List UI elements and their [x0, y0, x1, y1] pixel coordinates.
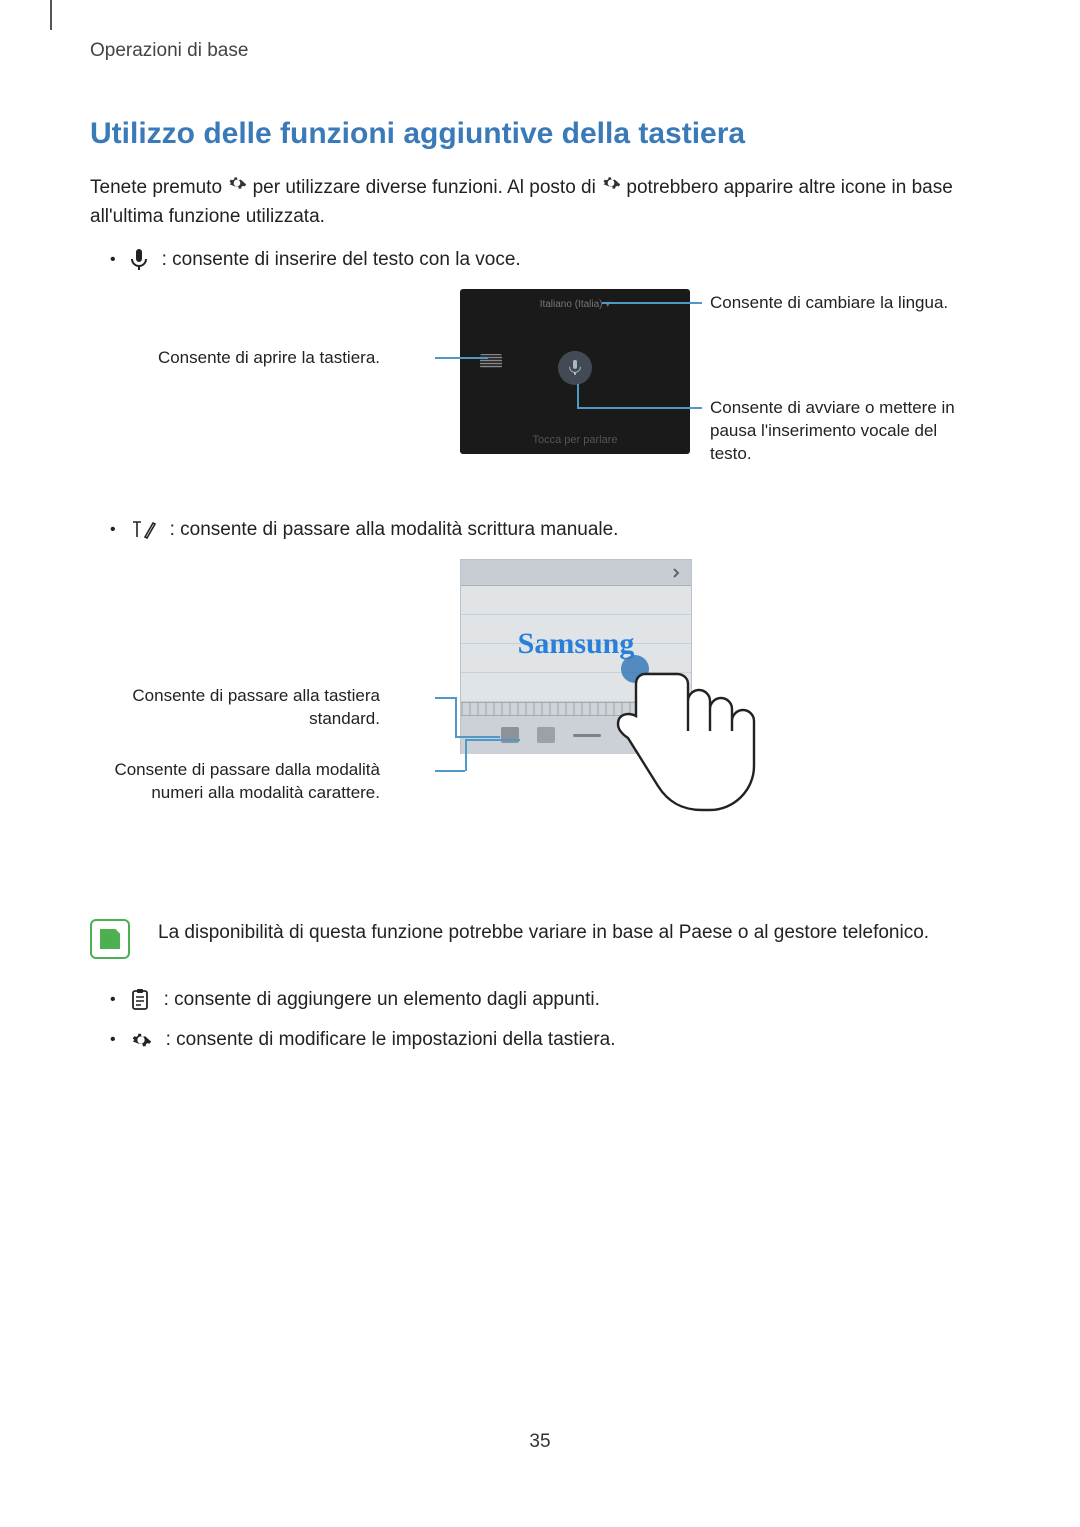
- gear-icon: [601, 173, 621, 193]
- keyboard-mode-icon: [501, 727, 519, 743]
- handwriting-diagram: Samsung Consente di passare alla tastier…: [90, 559, 990, 899]
- handwriting-icon: [130, 519, 156, 541]
- bullet-clip-text: : consente di aggiungere un elemento dag…: [164, 989, 600, 1011]
- intro-text-b: per utilizzare diverse funzioni. Al post…: [253, 177, 602, 198]
- bullet-settings-text: : consente di modificare le impostazioni…: [166, 1029, 616, 1051]
- hw-writing-area: Samsung: [461, 586, 691, 702]
- note-icon: [90, 919, 130, 959]
- language-bar: Italiano (Italia) ▾: [460, 299, 690, 310]
- bullet-dot: •: [110, 521, 116, 539]
- callout-voice-toggle: Consente di avviare o mettere in pausa l…: [710, 397, 970, 466]
- hw-topbar: [461, 560, 691, 586]
- voice-screen: Italiano (Italia) ▾ Tocca per parlare: [460, 289, 690, 454]
- bullet-voice: • : consente di inserire del testo con l…: [110, 249, 990, 271]
- intro-text-a: Tenete premuto: [90, 177, 227, 198]
- callout-change-language: Consente di cambiare la lingua.: [710, 292, 948, 315]
- bullet-hand-text: : consente di passare alla modalità scri…: [170, 519, 619, 541]
- handwriting-screen: Samsung: [460, 559, 692, 754]
- space-icon: [573, 734, 601, 737]
- callout-open-keyboard: Consente di aprire la tastiera.: [158, 347, 380, 370]
- bullet-dot: •: [110, 1031, 116, 1049]
- microphone-icon: [130, 249, 148, 271]
- char-mode-icon: [537, 727, 555, 743]
- gear-icon: [227, 173, 247, 193]
- bullet-dot: •: [110, 991, 116, 1009]
- hw-toolbar: [461, 716, 691, 754]
- tap-hint: Tocca per parlare: [460, 434, 690, 446]
- bullet-handwriting: • : consente di passare alla modalità sc…: [110, 519, 990, 541]
- bullet-clipboard: • : consente di aggiungere un elemento d…: [110, 989, 990, 1011]
- page-number: 35: [90, 1431, 990, 1453]
- intro-paragraph: Tenete premuto per utilizzare diverse fu…: [90, 173, 990, 231]
- breadcrumb: Operazioni di base: [90, 40, 990, 62]
- callout-std-keyboard: Consente di passare alla tastiera standa…: [120, 685, 380, 731]
- backspace-icon: [659, 726, 679, 745]
- page-content: Operazioni di base Utilizzo delle funzio…: [0, 0, 1080, 1493]
- hw-ruler: [461, 702, 691, 716]
- bullet-voice-text: : consente di inserire del testo con la …: [162, 249, 521, 271]
- clipboard-icon: [130, 989, 150, 1011]
- bullet-dot: •: [110, 251, 116, 269]
- bullet-settings: • : consente di modificare le impostazio…: [110, 1029, 990, 1051]
- voice-input-diagram: Italiano (Italia) ▾ Tocca per parlare Co…: [90, 289, 990, 489]
- note-text: La disponibilità di questa funzione potr…: [158, 919, 929, 948]
- hw-sample-text: Samsung: [518, 627, 635, 661]
- gear-icon: [130, 1029, 152, 1051]
- section-heading: Utilizzo delle funzioni aggiuntive della…: [90, 117, 990, 151]
- mic-button: [558, 350, 592, 384]
- callout-num-char: Consente di passare dalla modalità numer…: [100, 759, 380, 805]
- note-block: La disponibilità di questa funzione potr…: [90, 919, 990, 959]
